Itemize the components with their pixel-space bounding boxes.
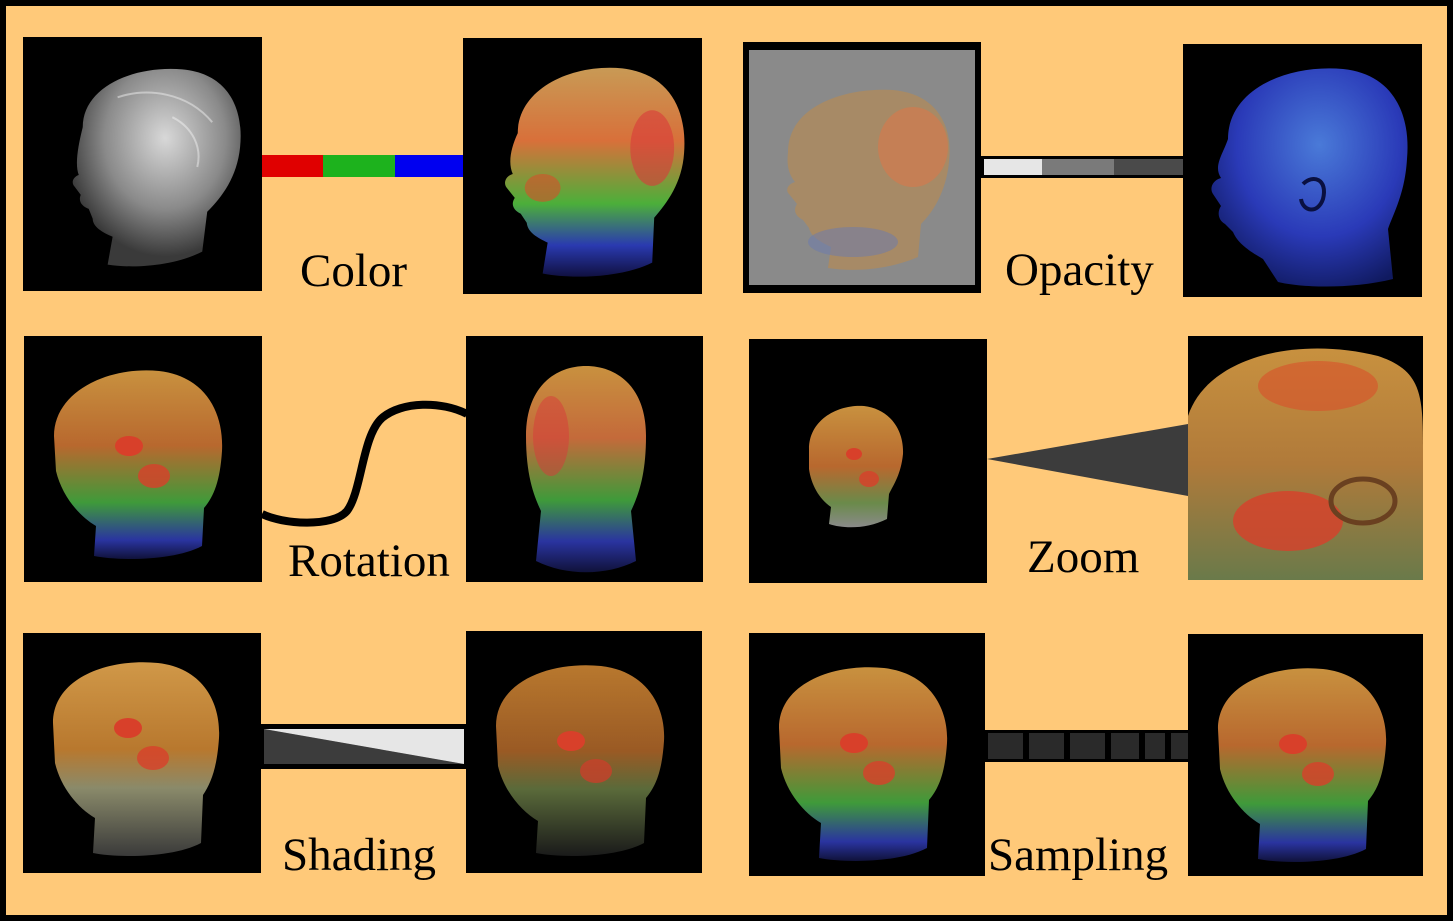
zoom-wedge (987, 416, 1188, 496)
red-segment (262, 155, 323, 177)
caption-zoom: Zoom (1027, 531, 1140, 583)
head-low-sampling-image (749, 633, 985, 876)
head-side-view-image (24, 336, 262, 582)
caption-sampling: Sampling (988, 829, 1169, 881)
head-low-opacity-image (743, 42, 981, 293)
dashed-sampling-bar (985, 730, 1188, 762)
caption-rotation: Rotation (288, 535, 450, 587)
head-color-mapped-image (463, 38, 702, 294)
head-high-sampling-image (1188, 634, 1423, 876)
head-back-view-image (466, 336, 703, 582)
curved-s-line (260, 396, 469, 531)
caption-opacity: Opacity (1005, 244, 1154, 296)
head-zoomed-out-image (749, 339, 987, 583)
green-segment (323, 155, 395, 177)
shading-wedge (261, 724, 466, 769)
blue-segment (395, 155, 464, 177)
caption-color: Color (300, 245, 408, 297)
head-shaded-image (466, 631, 702, 873)
head-high-opacity-blue-image (1183, 44, 1422, 297)
gray-gradient-bar (981, 156, 1184, 178)
head-zoomed-in-image (1188, 336, 1423, 580)
head-grayscale-image (23, 37, 262, 291)
caption-shading: Shading (282, 829, 437, 881)
red-green-blue-bar (262, 155, 464, 177)
head-unshaded-image (23, 633, 261, 873)
